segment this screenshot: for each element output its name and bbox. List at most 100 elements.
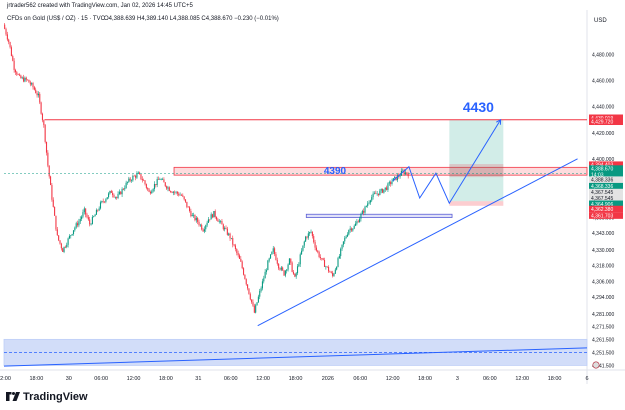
candle	[43, 120, 45, 126]
candle	[330, 272, 332, 273]
candle	[152, 189, 154, 192]
candle	[184, 199, 187, 202]
candle	[386, 187, 388, 190]
candle	[359, 218, 361, 223]
candle	[226, 228, 228, 235]
candle	[190, 211, 192, 217]
candle	[68, 235, 71, 239]
candle	[71, 234, 73, 236]
candle	[407, 173, 409, 177]
candle	[144, 180, 146, 185]
candle	[85, 208, 87, 215]
candle	[251, 299, 253, 303]
y-tick-label: 4,440.000	[592, 105, 614, 111]
candle	[256, 302, 258, 306]
candle	[284, 270, 286, 276]
candle	[140, 174, 142, 180]
candle	[280, 267, 282, 270]
candle-series	[4, 22, 409, 314]
candle	[189, 207, 191, 212]
candle	[76, 223, 79, 226]
x-tick-label: 3	[456, 376, 459, 382]
candle	[333, 273, 335, 276]
candle	[40, 102, 42, 114]
candle	[291, 262, 293, 272]
candle	[311, 231, 313, 237]
candle	[241, 261, 243, 269]
candle	[323, 259, 326, 267]
price-badge-label: 4,388.670	[591, 167, 613, 173]
candle	[201, 224, 203, 230]
annotation-4390: 4390	[324, 166, 347, 177]
candle	[220, 221, 222, 222]
candle	[402, 170, 404, 172]
candle	[91, 216, 93, 225]
candle	[125, 182, 127, 189]
candle	[296, 266, 299, 274]
candle	[326, 266, 328, 268]
candle	[50, 176, 52, 186]
candle	[381, 189, 384, 193]
y-tick-label: 4,480.000	[592, 53, 614, 59]
price-badge-label: 4,367.545	[591, 196, 613, 202]
candle	[44, 125, 46, 142]
candle	[315, 247, 317, 251]
trendline-1	[257, 158, 578, 327]
candle	[265, 270, 268, 272]
price-badge	[589, 114, 623, 122]
candle	[314, 242, 316, 248]
candle	[118, 191, 120, 194]
y-tick-label: 4,241.500	[592, 363, 614, 369]
candle	[106, 197, 108, 200]
candle	[37, 93, 39, 96]
candle	[286, 269, 288, 271]
candle	[377, 193, 380, 195]
candle	[361, 210, 363, 214]
candle	[325, 266, 327, 268]
candle	[145, 184, 147, 188]
candle	[114, 197, 116, 198]
candle	[112, 192, 114, 196]
candle	[163, 179, 165, 183]
candle	[18, 74, 21, 76]
candle	[136, 173, 138, 178]
candle	[248, 288, 250, 295]
candle	[67, 238, 69, 245]
candle	[186, 201, 188, 207]
candle	[364, 206, 366, 213]
candle	[175, 191, 177, 193]
candle	[371, 197, 373, 201]
candle	[373, 193, 375, 195]
candle	[129, 178, 131, 181]
symbol-title[interactable]: CFDs on Gold (US$ / OZ) · 15 · TVC	[7, 16, 105, 22]
candle	[25, 77, 27, 80]
candle	[369, 200, 371, 203]
candle	[31, 83, 33, 85]
candle	[122, 188, 124, 190]
candle	[94, 214, 96, 217]
candle	[278, 263, 280, 269]
candle	[109, 190, 111, 194]
x-tick-label: 18:00	[548, 376, 562, 382]
candle	[135, 175, 137, 178]
candle	[272, 248, 274, 252]
candle	[259, 290, 261, 297]
candle	[342, 241, 344, 245]
candle	[363, 210, 365, 213]
y-tick-label: 4,294.000	[592, 295, 614, 301]
candle	[137, 172, 139, 174]
candle	[183, 196, 185, 200]
candle	[276, 260, 278, 264]
candle	[153, 184, 156, 190]
candle	[45, 141, 48, 153]
candle	[105, 199, 107, 202]
candle	[303, 241, 305, 246]
price-badge-label: 4,362.380	[591, 207, 613, 213]
candle	[302, 245, 304, 251]
candle	[298, 264, 300, 267]
candle	[375, 193, 377, 195]
candle	[72, 230, 75, 235]
candle	[151, 191, 153, 194]
